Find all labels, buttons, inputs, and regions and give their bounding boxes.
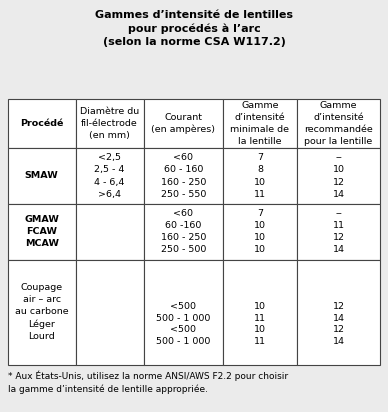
Bar <box>144 204 223 260</box>
Text: Procédé: Procédé <box>20 119 63 128</box>
Text: Coupage
air – arc
au carbone
Léger
Lourd: Coupage air – arc au carbone Léger Lourd <box>15 283 69 341</box>
Bar <box>144 260 223 365</box>
Text: --
10
12
14: -- 10 12 14 <box>333 153 345 199</box>
Text: Gammes d’intensité de lentilles
pour procédés à l’arc
(selon la norme CSA W117.2: Gammes d’intensité de lentilles pour pro… <box>95 10 293 47</box>
Bar <box>297 148 380 204</box>
Text: GMAW
FCAW
MCAW: GMAW FCAW MCAW <box>24 215 59 248</box>
Text: 7
10
10
10: 7 10 10 10 <box>254 209 266 255</box>
Text: SMAW: SMAW <box>25 171 59 180</box>
Text: Gamme
d’intensité
minimale de
la lentille: Gamme d’intensité minimale de la lentill… <box>230 101 289 146</box>
Bar <box>223 260 297 365</box>
Text: * Aux États-Unis, utilisez la norme ANSI/AWS F2.2 pour choisir
la gamme d’intens: * Aux États-Unis, utilisez la norme ANSI… <box>8 371 288 394</box>
Bar <box>76 260 144 365</box>
Bar <box>223 148 297 204</box>
Text: 12
14: 12 14 <box>333 325 345 346</box>
Text: Gamme
d’intensité
recommandée
pour la lentille: Gamme d’intensité recommandée pour la le… <box>304 101 373 146</box>
Bar <box>76 204 144 260</box>
Bar <box>8 260 76 365</box>
Bar <box>76 99 144 148</box>
Bar <box>223 204 297 260</box>
Bar <box>76 148 144 204</box>
Text: Courant
(en ampères): Courant (en ampères) <box>151 112 215 134</box>
Text: Diamètre du
fil-électrode
(en mm): Diamètre du fil-électrode (en mm) <box>80 107 139 140</box>
Text: 10
11: 10 11 <box>254 302 266 323</box>
Bar <box>297 99 380 148</box>
Text: 7
8
10
11: 7 8 10 11 <box>254 153 266 199</box>
Bar <box>297 204 380 260</box>
Bar <box>8 148 76 204</box>
Bar <box>8 99 76 148</box>
Text: <500
500 - 1 000: <500 500 - 1 000 <box>156 302 211 323</box>
Text: <60
60 - 160
160 - 250
250 - 550: <60 60 - 160 160 - 250 250 - 550 <box>161 153 206 199</box>
Bar <box>223 99 297 148</box>
Bar <box>144 99 223 148</box>
Text: <2,5
2,5 - 4
4 - 6,4
>6,4: <2,5 2,5 - 4 4 - 6,4 >6,4 <box>94 153 125 199</box>
Bar <box>8 204 76 260</box>
Bar <box>297 260 380 365</box>
Text: <500
500 - 1 000: <500 500 - 1 000 <box>156 325 211 346</box>
Text: 10
11: 10 11 <box>254 325 266 346</box>
Text: 12
14: 12 14 <box>333 302 345 323</box>
Text: --
11
12
14: -- 11 12 14 <box>333 209 345 255</box>
Text: <60
60 -160
160 - 250
250 - 500: <60 60 -160 160 - 250 250 - 500 <box>161 209 206 255</box>
Bar <box>144 148 223 204</box>
